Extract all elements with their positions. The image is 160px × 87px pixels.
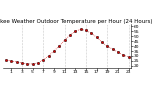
Title: Milwaukee Weather Outdoor Temperature per Hour (24 Hours): Milwaukee Weather Outdoor Temperature pe… — [0, 19, 153, 24]
